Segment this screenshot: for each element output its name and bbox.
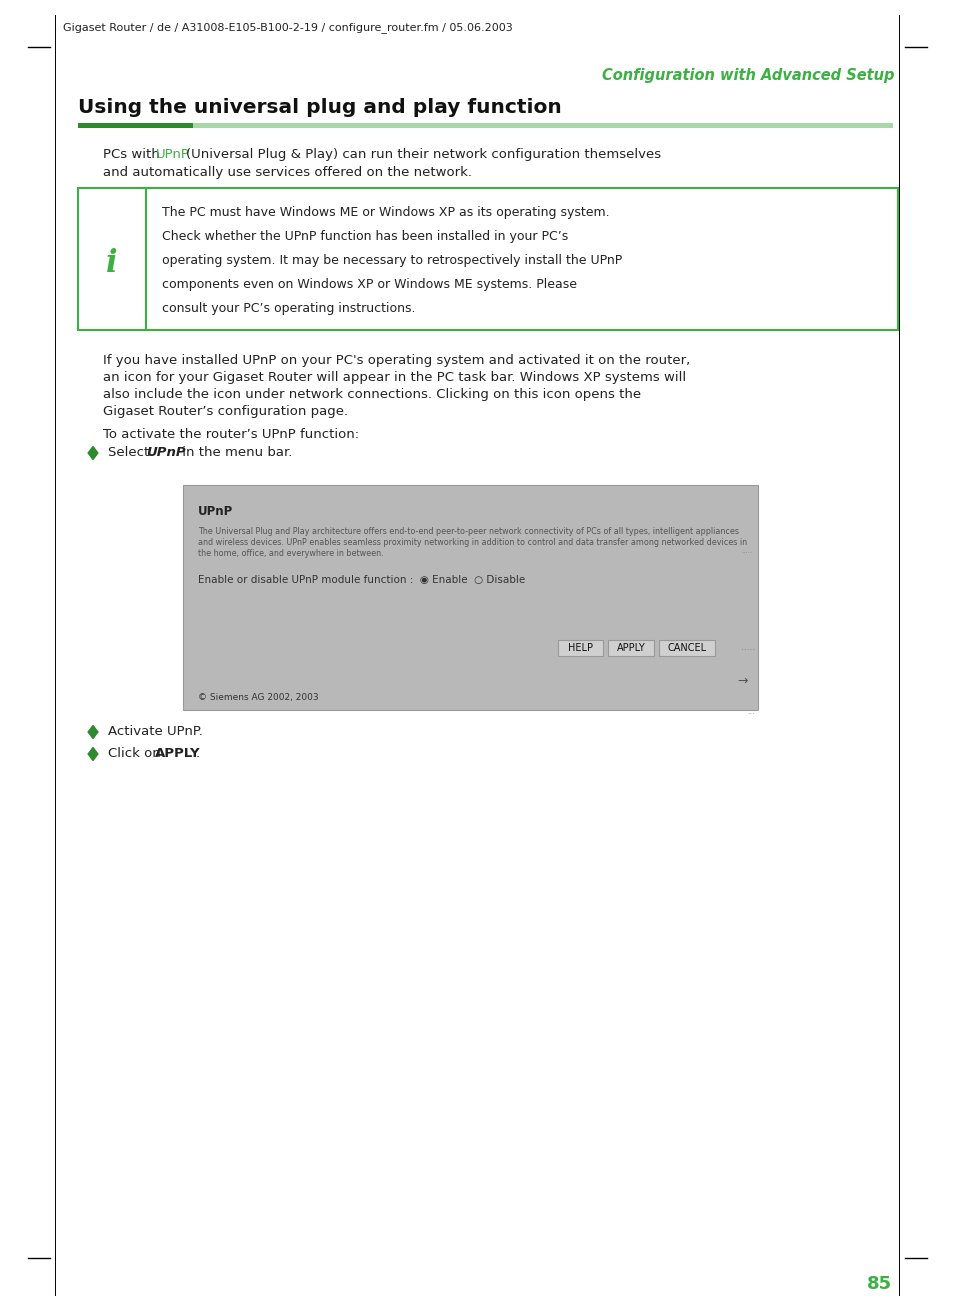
Text: (Universal Plug & Play) can run their network configuration themselves: (Universal Plug & Play) can run their ne… — [186, 148, 660, 161]
Text: .....: ..... — [741, 548, 752, 554]
Text: Enable or disable UPnP module function :  ◉ Enable  ○ Disable: Enable or disable UPnP module function :… — [198, 575, 525, 586]
Text: HELP: HELP — [567, 643, 593, 654]
Text: Click on: Click on — [108, 748, 165, 759]
Text: Gigaset Router’s configuration page.: Gigaset Router’s configuration page. — [103, 405, 348, 418]
Bar — [659, 640, 714, 656]
Text: and automatically use services offered on the network.: and automatically use services offered o… — [103, 166, 472, 179]
Text: ...: ... — [746, 707, 754, 716]
Text: If you have installed UPnP on your PC's operating system and activated it on the: If you have installed UPnP on your PC's … — [103, 354, 690, 367]
Text: the home, office, and everywhere in between.: the home, office, and everywhere in betw… — [198, 549, 383, 558]
Text: Using the universal plug and play function: Using the universal plug and play functi… — [78, 98, 561, 118]
Bar — [193, 123, 892, 128]
Text: UPnP: UPnP — [198, 505, 233, 518]
Text: PCs with: PCs with — [103, 148, 164, 161]
Text: Gigaset Router / de / A31008-E105-B100-2-19 / configure_router.fm / 05.06.2003: Gigaset Router / de / A31008-E105-B100-2… — [63, 22, 512, 33]
Text: APPLY: APPLY — [154, 748, 200, 759]
Text: UPnP: UPnP — [156, 148, 190, 161]
Text: consult your PC’s operating instructions.: consult your PC’s operating instructions… — [162, 302, 416, 315]
Text: Activate UPnP.: Activate UPnP. — [108, 725, 203, 738]
Text: © Siemens AG 2002, 2003: © Siemens AG 2002, 2003 — [198, 693, 318, 702]
Text: Configuration with Advanced Setup: Configuration with Advanced Setup — [602, 68, 894, 84]
Text: UPnP: UPnP — [146, 446, 186, 459]
Text: Select: Select — [108, 446, 153, 459]
Text: i: i — [106, 248, 117, 280]
Text: also include the icon under network connections. Clicking on this icon opens the: also include the icon under network conn… — [103, 388, 640, 401]
Bar — [78, 188, 897, 329]
Text: APPLY: APPLY — [616, 643, 644, 654]
Text: in the menu bar.: in the menu bar. — [178, 446, 292, 459]
Bar — [78, 123, 193, 128]
Text: .: . — [195, 748, 200, 759]
Text: →: → — [737, 674, 747, 687]
Polygon shape — [88, 447, 98, 460]
Polygon shape — [88, 725, 98, 738]
Text: Check whether the UPnP function has been installed in your PC’s: Check whether the UPnP function has been… — [162, 230, 568, 243]
Bar — [183, 485, 758, 710]
Bar — [558, 640, 602, 656]
Text: 85: 85 — [866, 1276, 891, 1293]
Text: components even on Windows XP or Windows ME systems. Please: components even on Windows XP or Windows… — [162, 278, 577, 291]
Text: The Universal Plug and Play architecture offers end-to-end peer-to-peer network : The Universal Plug and Play architecture… — [198, 527, 739, 536]
Bar — [607, 640, 654, 656]
Text: To activate the router’s UPnP function:: To activate the router’s UPnP function: — [103, 427, 358, 440]
Polygon shape — [88, 748, 98, 761]
Text: an icon for your Gigaset Router will appear in the PC task bar. Windows XP syste: an icon for your Gigaset Router will app… — [103, 371, 685, 384]
Text: The PC must have Windows ME or Windows XP as its operating system.: The PC must have Windows ME or Windows X… — [162, 207, 609, 220]
Text: .....: ..... — [740, 643, 754, 652]
Text: CANCEL: CANCEL — [667, 643, 706, 654]
Text: and wireless devices. UPnP enables seamless proximity networking in addition to : and wireless devices. UPnP enables seaml… — [198, 538, 746, 548]
Text: operating system. It may be necessary to retrospectively install the UPnP: operating system. It may be necessary to… — [162, 254, 621, 267]
